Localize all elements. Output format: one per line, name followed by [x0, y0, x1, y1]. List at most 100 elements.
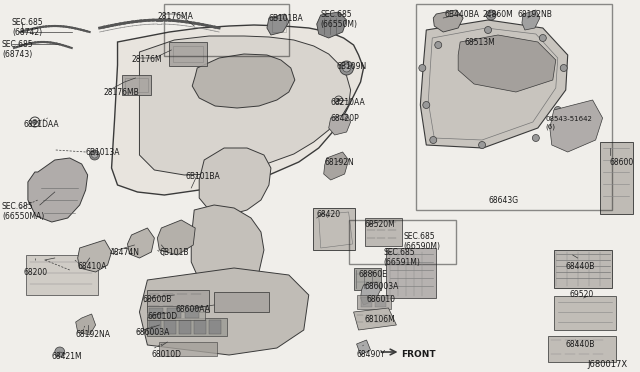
Text: 68420P: 68420P [331, 114, 360, 123]
Text: 6B1013A: 6B1013A [86, 148, 120, 157]
Text: 68600AA: 68600AA [175, 305, 211, 314]
Bar [600, 142, 634, 214]
Text: 68600B: 68600B [143, 295, 172, 304]
Polygon shape [324, 152, 349, 180]
Polygon shape [267, 14, 289, 35]
Circle shape [532, 135, 540, 141]
Bar [376, 297, 387, 307]
Text: 6B109N: 6B109N [337, 62, 367, 71]
Circle shape [337, 99, 340, 102]
Text: 6B101BA: 6B101BA [269, 14, 303, 23]
Text: 68860E: 68860E [358, 270, 387, 279]
Text: SEC.685
(66590M): SEC.685 (66590M) [403, 232, 440, 251]
Text: J680017X: J680017X [588, 360, 628, 369]
Text: 68192N: 68192N [324, 158, 355, 167]
Circle shape [419, 64, 426, 71]
Circle shape [342, 64, 351, 72]
Polygon shape [191, 205, 264, 298]
Circle shape [423, 102, 430, 109]
Text: 68010D: 68010D [152, 350, 181, 359]
Bar [194, 320, 206, 334]
Bar [272, 18, 286, 32]
Bar [209, 320, 221, 334]
Polygon shape [317, 12, 347, 38]
Polygon shape [140, 268, 308, 355]
Circle shape [479, 141, 486, 148]
Polygon shape [127, 228, 154, 258]
Text: FRONT: FRONT [401, 350, 436, 359]
Bar [159, 342, 217, 356]
Bar [554, 250, 612, 288]
Bar [164, 320, 176, 334]
Text: 68420: 68420 [317, 210, 341, 219]
Bar [387, 248, 436, 298]
Circle shape [90, 150, 100, 160]
Bar [353, 268, 381, 290]
Text: 68440B: 68440B [566, 340, 595, 349]
Bar [185, 308, 199, 318]
Text: 686010: 686010 [367, 295, 396, 304]
Text: 24860M: 24860M [482, 10, 513, 19]
Bar [548, 336, 616, 362]
Polygon shape [111, 25, 364, 195]
Text: 68410A: 68410A [77, 262, 107, 271]
Bar [170, 42, 207, 66]
Circle shape [340, 61, 353, 75]
Polygon shape [433, 10, 463, 32]
Bar [164, 4, 289, 56]
Text: 68440B: 68440B [566, 262, 595, 271]
Bar [147, 290, 209, 312]
Bar [26, 255, 98, 295]
Text: 68210AA: 68210AA [331, 98, 365, 107]
Bar [122, 75, 152, 95]
Text: 68421M: 68421M [52, 352, 83, 361]
Text: SEC.685
(66550MA): SEC.685 (66550MA) [2, 202, 44, 221]
Polygon shape [28, 158, 88, 222]
Text: SEC.685
(68742): SEC.685 (68742) [12, 18, 44, 38]
Text: 6B101B: 6B101B [159, 248, 189, 257]
Circle shape [484, 26, 492, 33]
Text: 68600: 68600 [609, 158, 634, 167]
Text: 6821DAA: 6821DAA [24, 120, 60, 129]
Polygon shape [199, 148, 271, 215]
Bar [313, 208, 355, 250]
Bar [147, 318, 227, 336]
Bar [125, 78, 148, 92]
Bar [173, 46, 203, 62]
Circle shape [560, 64, 567, 71]
Polygon shape [140, 36, 351, 175]
Polygon shape [420, 20, 568, 148]
Bar [167, 308, 181, 318]
Text: 68643G: 68643G [488, 196, 518, 205]
Bar [349, 220, 456, 264]
Polygon shape [77, 240, 111, 272]
Text: 686003A: 686003A [365, 282, 399, 291]
Polygon shape [192, 54, 295, 108]
Polygon shape [458, 35, 556, 92]
Circle shape [430, 137, 436, 144]
Bar [356, 295, 392, 309]
Text: 69520: 69520 [570, 290, 594, 299]
Text: SEC.685
(66591M): SEC.685 (66591M) [383, 248, 420, 267]
Polygon shape [522, 10, 540, 30]
Text: 28176M: 28176M [131, 55, 162, 64]
Polygon shape [76, 314, 95, 335]
Text: 66010D: 66010D [147, 312, 177, 321]
Bar [147, 306, 205, 320]
Text: 6B101BA: 6B101BA [185, 172, 220, 181]
Circle shape [486, 10, 496, 20]
Circle shape [435, 42, 442, 48]
Text: 28176MA: 28176MA [157, 12, 193, 21]
Text: 28176MB: 28176MB [104, 88, 140, 97]
Text: 68192NB: 68192NB [518, 10, 553, 19]
Bar [417, 4, 612, 210]
Circle shape [540, 35, 547, 42]
Bar [149, 320, 161, 334]
Text: 686003A: 686003A [136, 328, 170, 337]
Circle shape [554, 106, 561, 113]
Text: SEC.685
(68743): SEC.685 (68743) [2, 40, 34, 60]
Text: 68106M: 68106M [365, 315, 396, 324]
Bar [179, 320, 191, 334]
Text: SEC.685
(66550M): SEC.685 (66550M) [321, 10, 358, 29]
Text: 68192NA: 68192NA [76, 330, 111, 339]
